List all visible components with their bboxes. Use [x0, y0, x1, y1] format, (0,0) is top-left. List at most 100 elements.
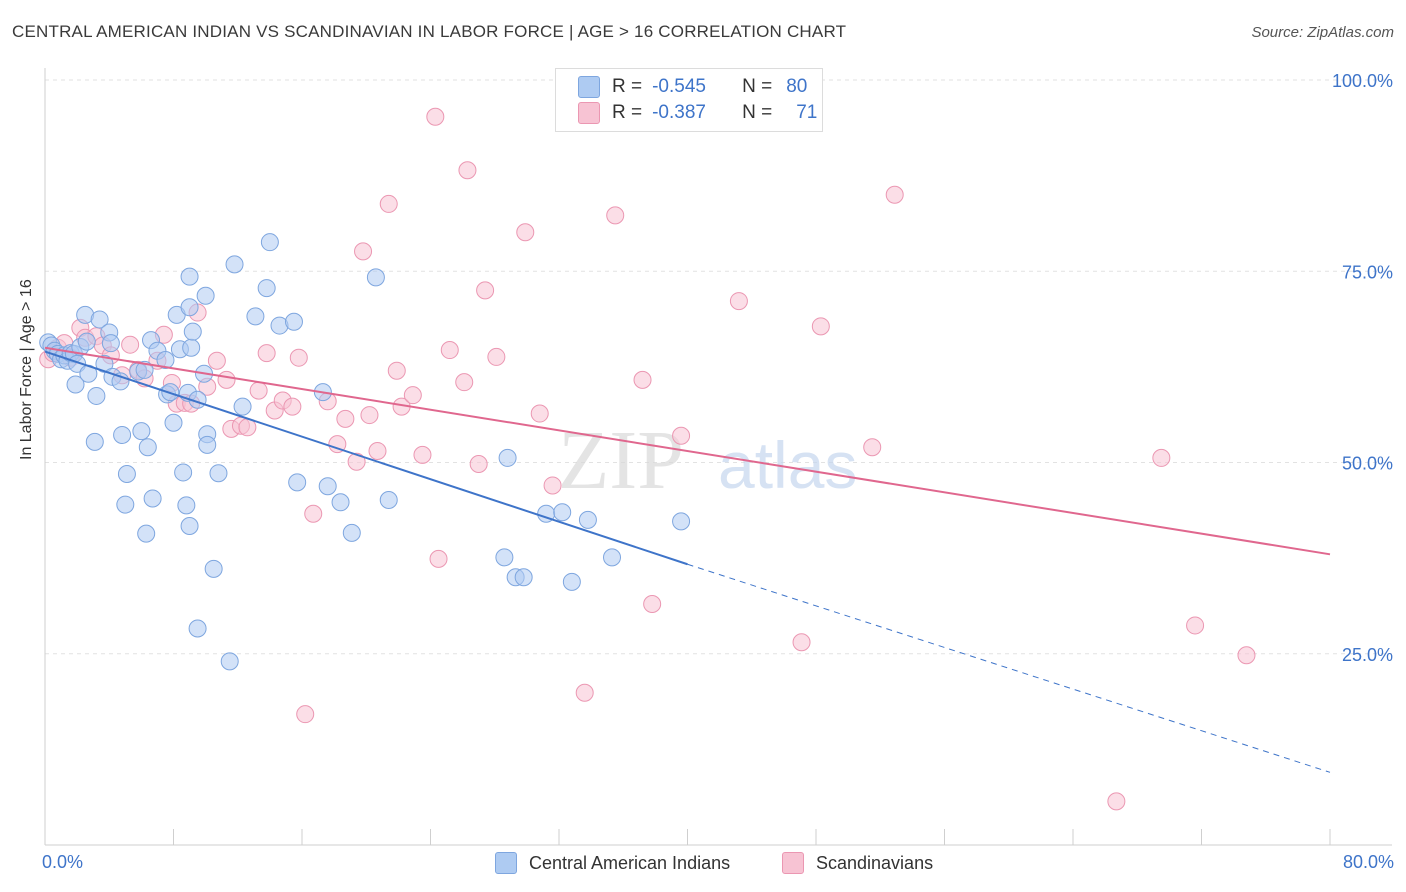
scandinavians-point	[863, 438, 882, 457]
scandinavians-point	[379, 194, 398, 213]
central-american-indians-point	[498, 448, 517, 467]
scandinavians-point	[249, 381, 268, 400]
y-tick-label: 25.0%	[1342, 645, 1393, 665]
trend-lines	[44, 346, 1331, 773]
central-american-indians-point	[95, 354, 114, 373]
central-american-indians-point	[233, 397, 252, 416]
blue-swatch-icon	[495, 852, 517, 874]
scandinavians-point	[217, 370, 236, 389]
scandinavians-point	[455, 373, 474, 392]
legend-label: Central American Indians	[529, 852, 731, 873]
axes	[44, 68, 1392, 846]
y-tick-label: 50.0%	[1342, 454, 1393, 474]
central-american-indians-point	[260, 233, 279, 252]
stats-legend: R = -0.545 N = 80 R = -0.387 N = 71	[555, 68, 823, 132]
scandinavians-trend-line	[44, 346, 1331, 556]
central-american-indians-point	[101, 334, 120, 353]
central-american-indians-point	[246, 307, 265, 326]
source-label: Source: ZipAtlas.com	[1251, 24, 1394, 41]
stats-row-central-american-indians: R = -0.545 N = 80	[578, 75, 807, 99]
scandinavians-point	[811, 317, 830, 336]
scandinavians-point	[328, 435, 347, 454]
central-american-indians-point	[514, 568, 533, 587]
central-american-indians-point	[132, 422, 151, 441]
central-american-indians-point	[143, 489, 162, 508]
central-american-indians-point	[342, 523, 361, 542]
central-american-indians-point	[495, 548, 514, 567]
x-axis-max-label: 80.0%	[1342, 852, 1394, 872]
scandinavians-point	[121, 335, 140, 354]
stats-row-scandinavians: R = -0.387 N = 71	[578, 101, 817, 125]
central-american-indians-point	[180, 516, 199, 535]
scandinavians-point	[296, 705, 315, 724]
central-american-indians-point	[196, 286, 215, 305]
central-american-indians-point	[288, 473, 307, 492]
grid-lines	[45, 79, 1392, 655]
scandinavians-point	[426, 107, 445, 126]
scandinavians-point	[633, 370, 652, 389]
central-american-indians-point	[198, 435, 217, 454]
n-value: 71	[796, 102, 818, 123]
central-american-indians-point	[379, 490, 398, 509]
n-label: N =	[742, 76, 773, 97]
scandinavians-point	[304, 504, 323, 523]
scandinavians-point	[643, 595, 662, 614]
central-american-indians-point	[284, 312, 303, 331]
scandinavians-point	[575, 683, 594, 702]
pink-swatch-icon	[782, 852, 804, 874]
chart-title: CENTRAL AMERICAN INDIAN VS SCANDINAVIAN …	[12, 22, 847, 41]
central-american-indians-point	[156, 350, 175, 369]
scandinavians-point	[885, 185, 904, 204]
scandinavians-point	[403, 386, 422, 405]
central-american-indians-point	[85, 432, 104, 451]
series-legend: Central American Indians Scandinavians	[0, 852, 1406, 878]
central-american-indians-trend-line	[44, 350, 688, 566]
scandinavians-point	[336, 409, 355, 428]
scandinavians-point	[476, 281, 495, 300]
central-american-indians-point	[225, 255, 244, 274]
central-american-indians-point	[117, 464, 136, 483]
central-american-indians-point	[180, 267, 199, 286]
central-american-indians-trend-extension	[687, 563, 1331, 773]
scandinavians-point	[207, 351, 226, 370]
scandinavians-point	[413, 445, 432, 464]
central-american-indians-point	[77, 332, 96, 351]
scandinavians-point	[429, 549, 448, 568]
central-american-indians-point	[366, 268, 385, 287]
scandinavians-point	[458, 161, 477, 180]
central-american-indians-point	[183, 322, 202, 341]
central-american-indians-point	[562, 572, 581, 591]
central-american-indians-point	[209, 464, 228, 483]
series-scandinavians-points	[39, 107, 1256, 811]
central-american-indians-point	[164, 413, 183, 432]
central-american-indians-point	[318, 477, 337, 496]
central-american-indians-point	[204, 559, 223, 578]
y-tick-label: 75.0%	[1342, 262, 1393, 282]
scandinavians-point	[1107, 792, 1126, 811]
scandinavians-point	[606, 206, 625, 225]
central-american-indians-point	[177, 496, 196, 515]
scandinavians-point	[1237, 646, 1256, 665]
scandinavians-point	[354, 242, 373, 261]
pink-swatch-icon	[578, 102, 600, 124]
scandinavians-point	[516, 223, 535, 242]
central-american-indians-point	[116, 495, 135, 514]
y-tick-label: 100.0%	[1332, 71, 1393, 91]
scandinavians-point	[530, 404, 549, 423]
watermark: ZIP atlas	[558, 414, 857, 507]
n-value: 80	[786, 76, 808, 97]
central-american-indians-point	[220, 652, 239, 671]
scandinavians-point	[283, 397, 302, 416]
central-american-indians-point	[66, 375, 85, 394]
central-american-indians-point	[257, 279, 276, 298]
r-label: R =	[612, 76, 643, 97]
legend-label: Scandinavians	[816, 852, 934, 873]
watermark-zip: ZIP	[558, 414, 684, 507]
scandinavians-point	[387, 361, 406, 380]
central-american-indians-point	[182, 338, 201, 357]
scandinavians-point	[440, 341, 459, 360]
central-american-indians-point	[87, 386, 106, 405]
scandinavians-point	[347, 452, 366, 471]
legend-item-central-american-indians: Central American Indians	[495, 852, 730, 874]
